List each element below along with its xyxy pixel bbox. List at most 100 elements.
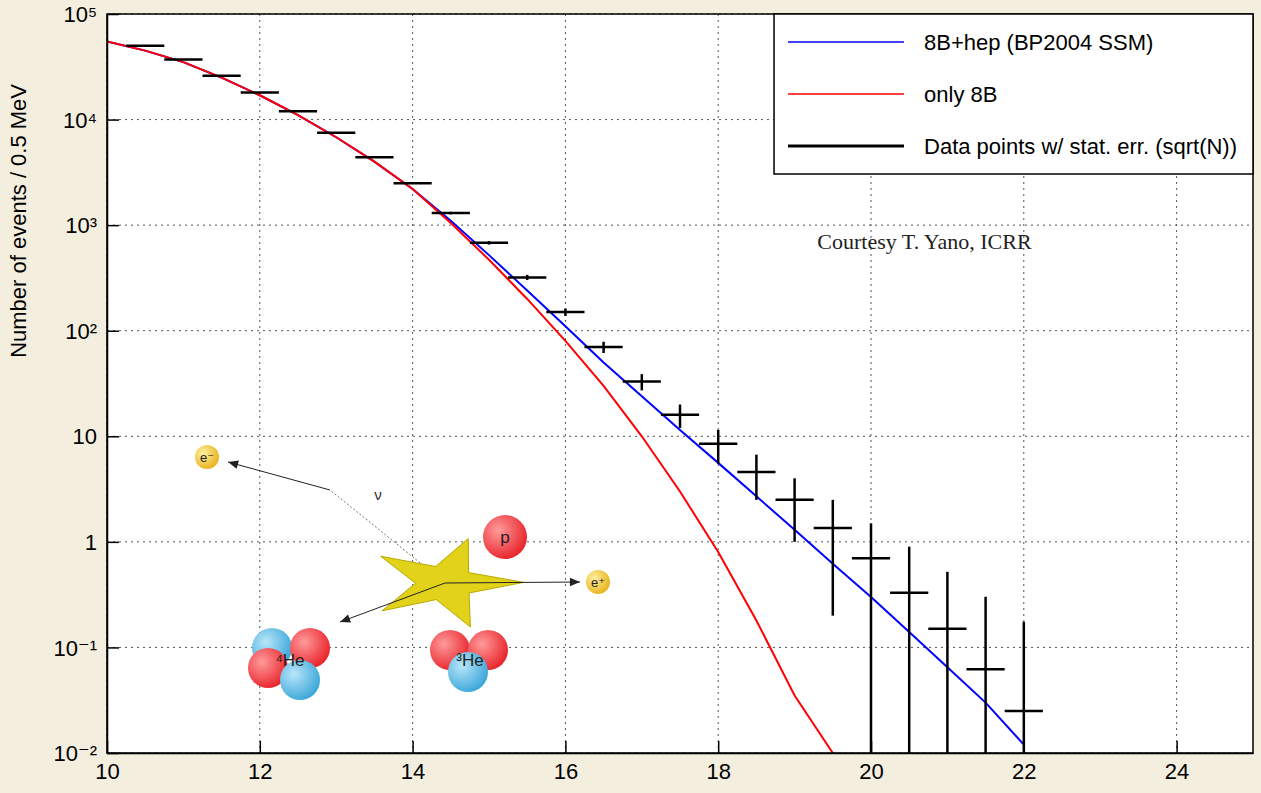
arrow-line: [445, 582, 580, 583]
bin-bar: [317, 132, 355, 135]
tick-label: 10⁴: [63, 108, 97, 133]
arrow-line: [228, 462, 330, 490]
grid-line: [107, 541, 1253, 542]
legend-box: [774, 14, 1253, 174]
bin-bar: [967, 668, 1005, 671]
error-point: [699, 430, 737, 464]
bin-bar: [661, 413, 699, 416]
bin-bar: [164, 58, 202, 61]
grid-line: [412, 14, 413, 753]
arrow-line: [340, 583, 445, 622]
tick-label: 10: [95, 759, 119, 784]
error-point: [279, 110, 317, 112]
tick-label: 12: [248, 759, 272, 784]
error-point: [126, 45, 164, 46]
tick-label: 10: [73, 424, 97, 449]
legend-swatch: [788, 93, 904, 95]
tick-mark: [107, 330, 119, 332]
error-point: [508, 275, 546, 280]
error-point: [432, 212, 470, 215]
tick: 1: [85, 530, 119, 555]
illustration-label: e⁻: [200, 450, 214, 465]
illustration-label: e⁺: [591, 575, 605, 590]
illustration-label: ³He: [456, 651, 483, 670]
grid-line: [718, 14, 719, 753]
bin-bar: [737, 471, 775, 474]
x-axis: 1012141618202224: [95, 741, 1253, 784]
tick-label: 10²: [65, 319, 97, 344]
tick-label: 1: [85, 530, 97, 555]
error-point: [164, 59, 202, 60]
grid-line: [565, 14, 566, 753]
error-bar: [832, 500, 835, 616]
bin-bar: [432, 212, 470, 215]
error-point: [928, 572, 966, 753]
particle: [195, 445, 219, 469]
error-point: [890, 547, 928, 753]
grid: [107, 14, 1253, 753]
legend-swatch: [788, 41, 904, 43]
error-point: [967, 597, 1005, 753]
tick: 12: [248, 741, 272, 784]
tick-label: 10⁵: [63, 2, 97, 27]
error-point: [585, 342, 623, 353]
tick-label: 14: [401, 759, 425, 784]
illustration-label: p: [500, 528, 509, 547]
tick-label: 20: [859, 759, 883, 784]
tick-label: 22: [1012, 759, 1036, 784]
tick-mark: [412, 741, 414, 753]
illustration: e⁻ ν p e⁺ ⁴He ³He: [195, 445, 610, 700]
error-point: [394, 182, 432, 184]
legend-swatch: [788, 145, 904, 148]
bin-bar: [241, 91, 279, 94]
tick: 22: [1012, 741, 1036, 784]
tick: 10³: [65, 213, 119, 238]
error-bar: [946, 572, 949, 753]
bin-bar: [623, 380, 661, 383]
tick: 16: [554, 741, 578, 784]
illustration-label: ⁴He: [275, 651, 304, 670]
arrow-head: [570, 578, 580, 587]
plot: e⁻νpe⁺⁴He³He101214161820222410⁻²10⁻¹1101…: [54, 2, 1254, 783]
error-point: [737, 455, 775, 500]
error-point: [1005, 622, 1043, 753]
arrow-head: [340, 614, 351, 622]
tick-label: 10⁻¹: [54, 636, 97, 661]
legend: 8B+hep (BP2004 SSM)only 8BData points w/…: [774, 14, 1253, 174]
tick: 24: [1165, 741, 1189, 784]
bin-bar: [279, 110, 317, 113]
error-point: [852, 523, 890, 753]
bin-bar: [470, 242, 508, 245]
error-bar: [984, 597, 987, 753]
illustration-label: ν: [374, 486, 382, 503]
error-point: [623, 374, 661, 390]
grid-line: [107, 225, 1253, 226]
error-bar: [755, 455, 758, 500]
tick-mark: [871, 741, 873, 753]
error-bar: [717, 430, 720, 464]
tick: 10: [73, 424, 119, 449]
tick-mark: [1024, 741, 1026, 753]
error-point: [776, 478, 814, 542]
chart: e⁻νpe⁺⁴He³He101214161820222410⁻²10⁻¹1101…: [0, 0, 1261, 793]
bin-bar: [852, 557, 890, 560]
legend-label: 8B+hep (BP2004 SSM): [924, 30, 1153, 55]
bin-bar: [203, 75, 241, 78]
error-point: [814, 500, 852, 616]
series-line: [107, 41, 833, 753]
bin-bar: [508, 276, 546, 279]
tick-label: 10³: [65, 213, 97, 238]
error-bar: [793, 478, 796, 542]
error-point: [546, 309, 584, 316]
bin-bar: [355, 156, 393, 159]
tick: 10²: [65, 319, 119, 344]
error-bar: [1023, 622, 1026, 753]
legend-label: only 8B: [924, 82, 997, 107]
tick-mark: [107, 225, 119, 227]
bin-bar: [814, 527, 852, 530]
bin-bar: [890, 591, 928, 594]
y-axis-title: Number of events / 0.5 MeV: [6, 84, 31, 358]
error-point: [203, 75, 241, 77]
bin-bar: [1005, 710, 1043, 713]
grid-line: [107, 330, 1253, 331]
